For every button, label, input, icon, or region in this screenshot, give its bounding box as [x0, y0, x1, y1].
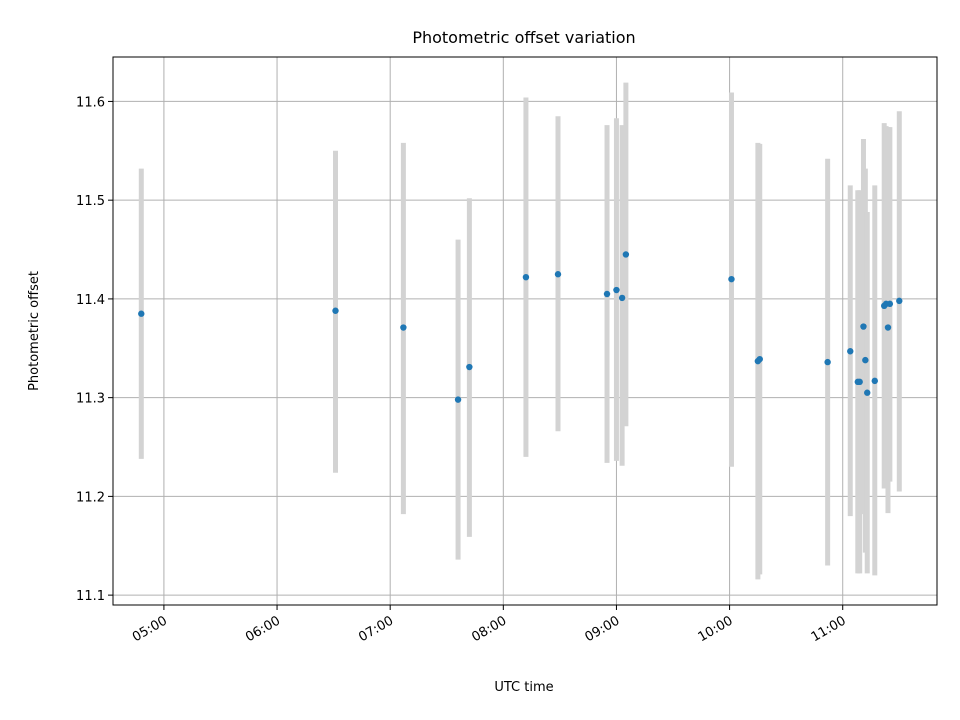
data-point	[728, 275, 735, 283]
data-point	[886, 300, 894, 308]
data-point	[862, 356, 869, 364]
y-tick-label: 11.3	[76, 392, 105, 407]
y-tick-label: 11.4	[76, 293, 105, 308]
data-point	[138, 310, 145, 317]
data-point	[603, 290, 611, 298]
data-point	[756, 355, 763, 363]
data-point	[613, 286, 620, 294]
y-axis-label: Photometric offset	[27, 271, 42, 391]
y-tick-label: 11.1	[76, 589, 105, 604]
data-point	[400, 324, 407, 331]
data-point	[896, 297, 903, 305]
y-tick-label: 11.6	[76, 95, 105, 110]
data-point	[554, 271, 562, 278]
x-axis-label: UTC time	[494, 680, 553, 695]
data-point	[618, 294, 626, 302]
data-point	[864, 389, 871, 396]
data-point	[332, 307, 339, 314]
data-point-layer	[138, 251, 903, 403]
chart-title: Photometric offset variation	[412, 28, 635, 47]
data-point	[860, 323, 867, 330]
y-tick-label: 11.2	[76, 490, 105, 505]
data-point	[884, 324, 892, 331]
data-point	[622, 251, 630, 258]
plot-frame	[112, 56, 938, 606]
data-point	[856, 378, 863, 386]
data-point	[454, 396, 462, 403]
data-point	[522, 273, 530, 281]
data-point	[871, 377, 878, 385]
data-point	[466, 363, 473, 371]
y-tick-label: 11.5	[76, 194, 105, 209]
data-point	[824, 358, 831, 366]
data-point	[847, 348, 854, 355]
